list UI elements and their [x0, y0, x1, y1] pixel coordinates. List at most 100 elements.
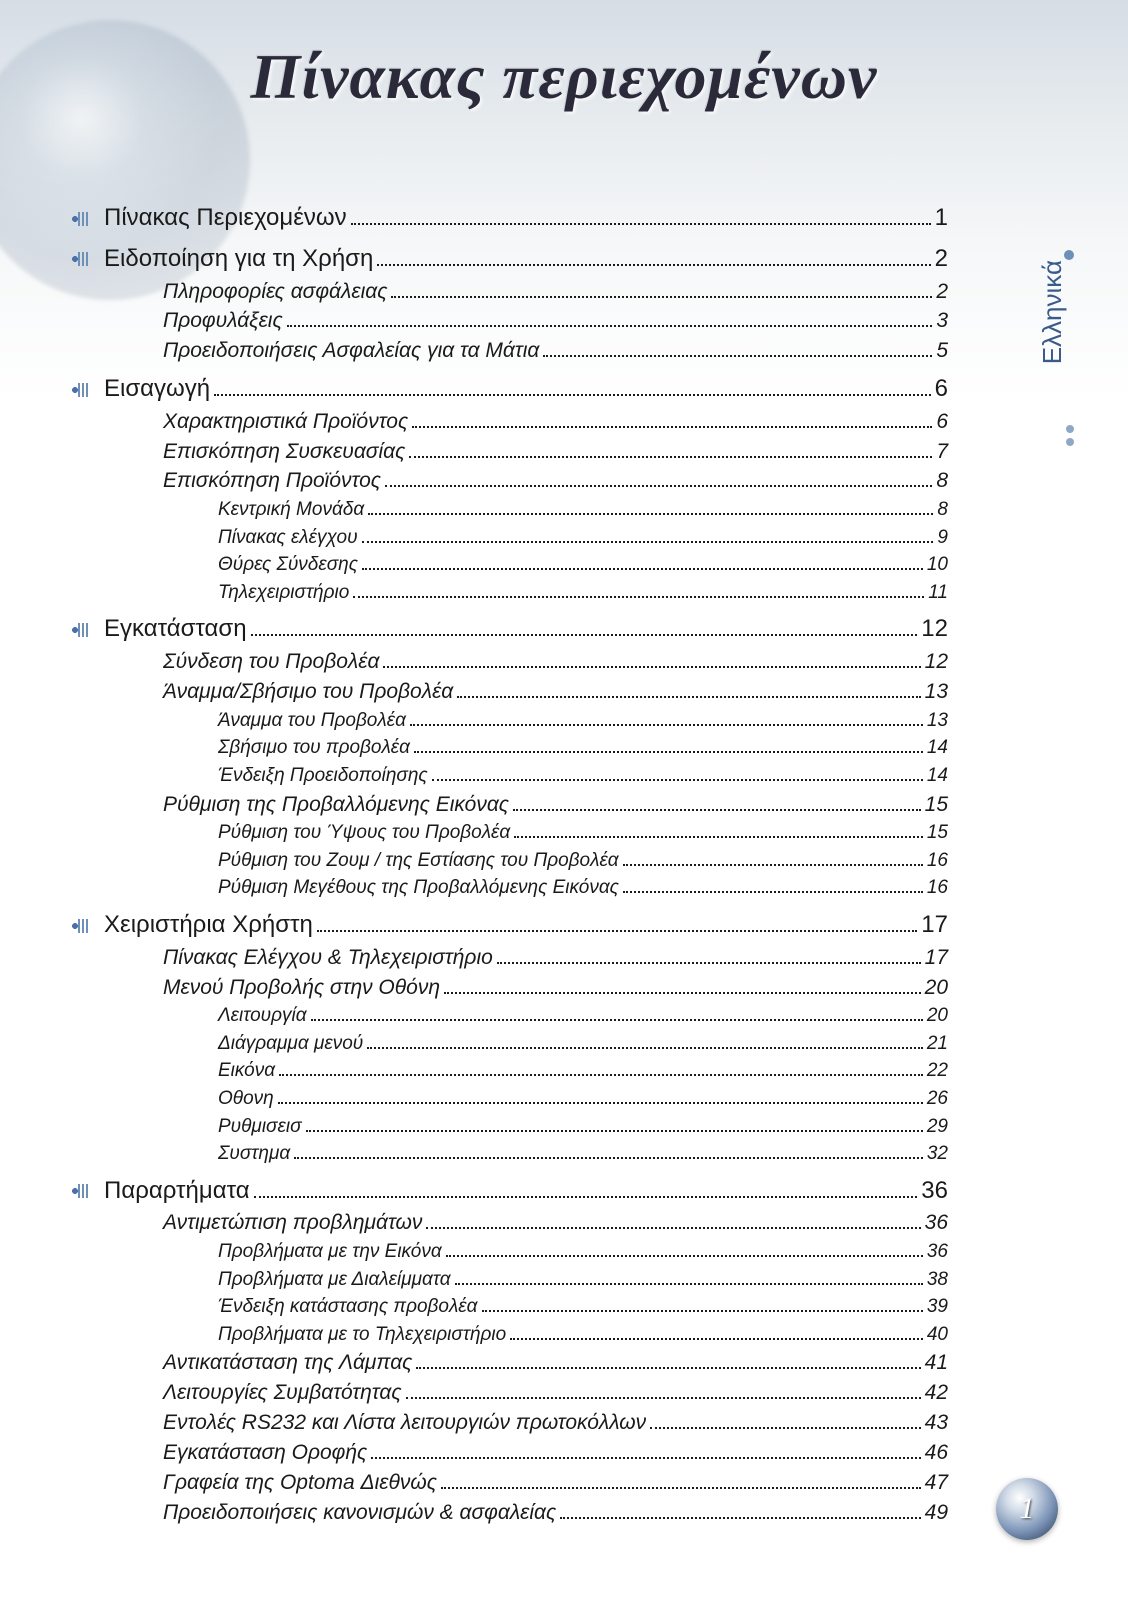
toc-row[interactable]: Πίνακας ελέγχου 9: [218, 524, 948, 552]
language-tab: Ελληνικά: [1037, 260, 1068, 364]
toc-row[interactable]: Επισκόπηση Προϊόντος 8: [163, 466, 948, 496]
toc-row[interactable]: Ρυθμισεισ 29: [218, 1113, 948, 1141]
toc-row[interactable]: Κεντρική Μονάδα 8: [218, 496, 948, 524]
decorative-dots-bottom: [1066, 420, 1074, 451]
toc-row[interactable]: Προειδοποιήσεις κανονισμών & ασφαλείας 4…: [163, 1498, 948, 1528]
toc-page: 10: [927, 551, 948, 579]
toc-row[interactable]: Αντιμετώπιση προβλημάτων 36: [163, 1208, 948, 1238]
toc-row[interactable]: Λειτουργία 20: [218, 1002, 948, 1030]
toc-row[interactable]: Άναμμα του Προβολέα 13: [218, 707, 948, 735]
toc-row[interactable]: Αντικατάσταση της Λάμπας 41: [163, 1348, 948, 1378]
toc-row[interactable]: Εγκατάσταση Οροφής 46: [163, 1438, 948, 1468]
toc-label: Επισκόπηση Προϊόντος: [163, 466, 381, 496]
toc-row[interactable]: Μενού Προβολής στην Οθόνη 20: [163, 973, 948, 1003]
toc-row[interactable]: Τηλεχειριστήριο 11: [218, 579, 948, 607]
toc-row[interactable]: Λειτουργίες Συμβατότητας 42: [163, 1378, 948, 1408]
toc-label: Πίνακας Περιεχομένων: [108, 201, 347, 236]
toc-label: Ένδειξη Προειδοποίησης: [218, 762, 428, 790]
toc-row[interactable]: Εισαγωγή 6: [108, 372, 948, 407]
toc-page: 41: [925, 1348, 948, 1378]
toc-page: 15: [925, 790, 948, 820]
toc-row[interactable]: Προβλήματα με την Εικόνα 36: [218, 1238, 948, 1266]
toc-leader-dots: [279, 1059, 923, 1076]
toc-page: 36: [921, 1174, 948, 1209]
toc-label: Κεντρική Μονάδα: [218, 496, 364, 524]
toc-row[interactable]: Εντολές RS232 και Λίστα λειτουργιών πρωτ…: [163, 1408, 948, 1438]
toc-row[interactable]: Γραφεία της Optoma Διεθνώς 47: [163, 1468, 948, 1498]
toc-page: 5: [936, 336, 948, 366]
toc-page: 47: [925, 1468, 948, 1498]
toc-label: Ρυθμισεισ: [218, 1113, 302, 1141]
toc-label: Πίνακας ελέγχου: [218, 524, 358, 552]
toc-row[interactable]: Πληροφορίες ασφάλειας 2: [163, 277, 948, 307]
toc-row[interactable]: Σύνδεση του Προβολέα 12: [163, 647, 948, 677]
toc-row[interactable]: Προβλήματα με Διαλείμματα 38: [218, 1266, 948, 1294]
toc-page: 1: [935, 201, 948, 236]
toc-leader-dots: [441, 1470, 921, 1489]
toc-row[interactable]: Ρύθμιση του Ύψους του Προβολέα 15: [218, 819, 948, 847]
toc-label: Πίνακας Ελέγχου & Τηλεχειριστήριο: [163, 943, 493, 973]
toc-row[interactable]: Ρύθμιση της Προβαλλόμενης Εικόνας 15: [163, 790, 948, 820]
toc-label: Προειδοποιήσεις κανονισμών & ασφαλείας: [163, 1498, 556, 1528]
toc-leader-dots: [353, 581, 924, 598]
toc-leader-dots: [294, 1142, 923, 1159]
toc-row[interactable]: Οθονη 26: [218, 1085, 948, 1113]
toc-label: Προβλήματα με το Τηλεχειριστήριο: [218, 1321, 506, 1349]
toc-leader-dots: [444, 975, 921, 994]
page-number-badge: 1: [996, 1478, 1058, 1540]
toc-leader-dots: [432, 764, 923, 781]
toc-page: 9: [937, 524, 948, 552]
toc-label: Λειτουργίες Συμβατότητας: [163, 1378, 402, 1408]
toc-row[interactable]: Διάγραμμα μενού 21: [218, 1030, 948, 1058]
toc-label: Ρύθμιση της Προβαλλόμενης Εικόνας: [163, 790, 509, 820]
toc-row[interactable]: Ειδοποίηση για τη Χρήση 2: [108, 242, 948, 277]
toc-leader-dots: [251, 615, 918, 637]
toc-row[interactable]: Άναμμα/Σβήσιμο του Προβολέα 13: [163, 677, 948, 707]
toc-row[interactable]: Εικόνα 22: [218, 1057, 948, 1085]
toc-row[interactable]: Ένδειξη Προειδοποίησης 14: [218, 762, 948, 790]
toc-row[interactable]: Σβήσιμο του προβολέα 14: [218, 734, 948, 762]
toc-row[interactable]: Ρύθμιση Μεγέθους της Προβαλλόμενης Εικόν…: [218, 874, 948, 902]
toc-leader-dots: [409, 439, 932, 458]
toc-leader-dots: [650, 1410, 920, 1429]
toc-label: Ρύθμιση Μεγέθους της Προβαλλόμενης Εικόν…: [218, 874, 619, 902]
toc-leader-dots: [367, 1032, 923, 1049]
toc-row[interactable]: Ρύθμιση του Ζουμ / της Εστίασης του Προβ…: [218, 847, 948, 875]
toc-row[interactable]: Ένδειξη κατάστασης προβολέα 39: [218, 1293, 948, 1321]
toc-leader-dots: [414, 736, 923, 753]
toc-page: 17: [921, 908, 948, 943]
toc-row[interactable]: Προφυλάξεις 3: [163, 306, 948, 336]
toc-page: 7: [936, 437, 948, 467]
toc-leader-dots: [510, 1323, 923, 1340]
toc-row[interactable]: Θύρες Σύνδεσης 10: [218, 551, 948, 579]
toc-leader-dots: [446, 1240, 923, 1257]
toc-leader-dots: [514, 821, 923, 838]
toc-leader-dots: [306, 1114, 923, 1131]
toc-row[interactable]: Προειδοποιήσεις Ασφαλείας για τα Μάτια 5: [163, 336, 948, 366]
toc-page: 15: [927, 819, 948, 847]
toc-row[interactable]: Εγκατάσταση 12: [108, 612, 948, 647]
toc-label: Τηλεχειριστήριο: [218, 579, 349, 607]
toc-leader-dots: [416, 1351, 920, 1370]
toc-page: 12: [925, 647, 948, 677]
table-of-contents: Πίνακας Περιεχομένων 1 Ειδοποίηση για τη …: [108, 195, 948, 1527]
toc-row[interactable]: Χειριστήρια Χρήστη 17: [108, 908, 948, 943]
toc-row[interactable]: Πίνακας Περιεχομένων 1: [108, 201, 948, 236]
toc-label: Προειδοποιήσεις Ασφαλείας για τα Μάτια: [163, 336, 539, 366]
toc-row[interactable]: Παραρτήματα 36: [108, 1174, 948, 1209]
toc-row[interactable]: Προβλήματα με το Τηλεχειριστήριο 40: [218, 1321, 948, 1349]
toc-row[interactable]: Επισκόπηση Συσκευασίας 7: [163, 437, 948, 467]
toc-leader-dots: [254, 1176, 918, 1198]
toc-row[interactable]: Χαρακτηριστικά Προϊόντος 6: [163, 407, 948, 437]
toc-label: Συστημα: [218, 1140, 290, 1168]
toc-label: Σύνδεση του Προβολέα: [163, 647, 379, 677]
toc-page: 13: [927, 707, 948, 735]
toc-label: Οθονη: [218, 1085, 274, 1113]
toc-row[interactable]: Συστημα 32: [218, 1140, 948, 1168]
toc-leader-dots: [383, 649, 920, 668]
toc-label: Ρύθμιση του Ζουμ / της Εστίασης του Προβ…: [218, 847, 619, 875]
toc-leader-dots: [287, 309, 933, 328]
toc-row[interactable]: Πίνακας Ελέγχου & Τηλεχειριστήριο 17: [163, 943, 948, 973]
toc-page: 8: [936, 466, 948, 496]
toc-page: 38: [927, 1266, 948, 1294]
